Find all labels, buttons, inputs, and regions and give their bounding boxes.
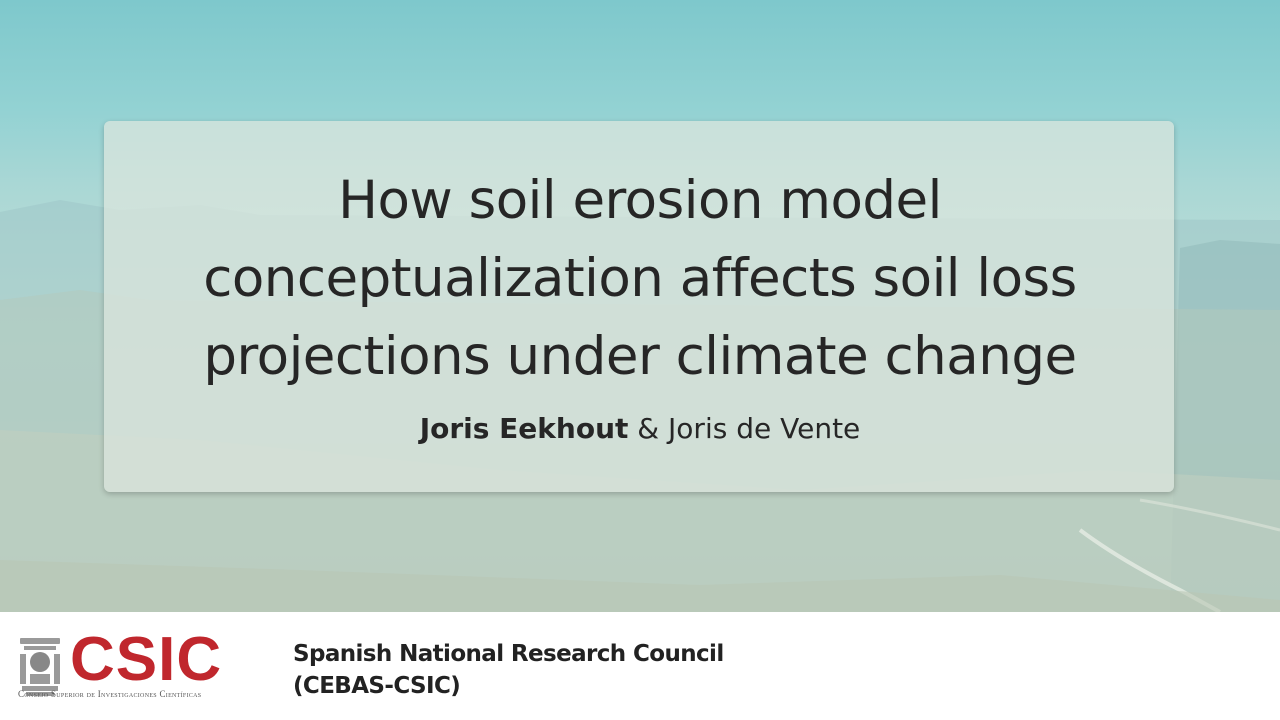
author-separator: &	[628, 412, 669, 445]
footer-bar	[0, 612, 1280, 720]
title-panel	[104, 121, 1174, 492]
org-line-2: (CEBAS-CSIC)	[293, 673, 461, 699]
title-line-3: projections under climate change	[203, 326, 1077, 387]
csic-emblem-icon	[20, 638, 60, 696]
author-primary: Joris Eekhout	[419, 412, 629, 445]
authors: Joris Eekhout & Joris de Vente	[0, 412, 1280, 445]
author-secondary: Joris de Vente	[668, 412, 861, 445]
csic-logo-subtitle: Consejo Superior de Investigaciones Cien…	[18, 689, 202, 699]
title-line-1: How soil erosion model	[338, 170, 942, 231]
organization-name: Spanish National Research Council (CEBAS…	[293, 638, 724, 702]
org-line-1: Spanish National Research Council	[293, 641, 724, 667]
title-line-2: conceptualization affects soil loss	[203, 248, 1077, 309]
csic-logo-text: CSIC	[70, 625, 223, 694]
slide-title: How soil erosion model conceptualization…	[0, 162, 1280, 396]
